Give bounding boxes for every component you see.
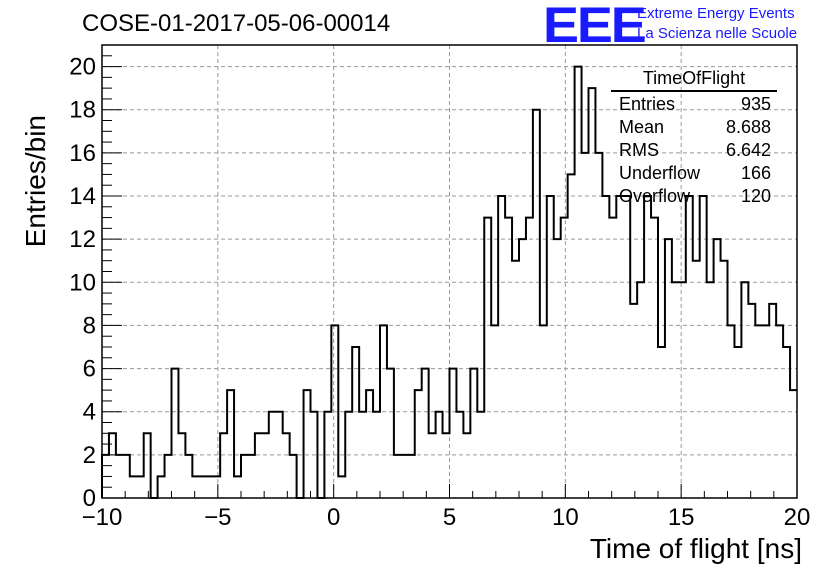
tick-labels: −10 −5 0 5 10 15 20 0 2 4 6 8 10 12 14 16 18 20 xyxy=(69,54,810,531)
y-tick-label: 10 xyxy=(69,269,96,296)
stats-value: 8.688 xyxy=(725,117,771,137)
stats-row-mean: Mean 8.688 xyxy=(611,115,777,138)
x-axis-label: Time of flight [ns] xyxy=(589,533,802,564)
stats-row-overflow: Overflow 120 xyxy=(611,184,777,207)
x-tick-label: −10 xyxy=(82,504,123,531)
stats-label: Overflow xyxy=(619,186,691,206)
x-tick-label: 10 xyxy=(552,504,579,531)
stats-label: Entries xyxy=(619,94,676,114)
y-tick-label: 16 xyxy=(69,140,96,167)
stats-value: 935 xyxy=(740,94,771,114)
stats-row-entries: Entries 935 xyxy=(611,92,777,115)
x-tick-label: 20 xyxy=(784,504,811,531)
x-tick-label: 15 xyxy=(668,504,695,531)
stats-box: TimeOfFlight Entries 935 Mean 8.688 RMS … xyxy=(611,68,777,207)
stats-value: 120 xyxy=(740,186,771,206)
eee-logo: EEE xyxy=(543,0,647,53)
y-tick-label: 12 xyxy=(69,226,96,253)
run-title: COSE-01-2017-05-06-00014 xyxy=(82,10,391,37)
histogram-series xyxy=(101,65,797,499)
y-tick-label: 14 xyxy=(69,183,96,210)
stats-value: 6.642 xyxy=(725,140,771,160)
y-tick-label: 6 xyxy=(83,356,96,383)
y-tick-label: 20 xyxy=(69,54,96,81)
y-tick-label: 0 xyxy=(83,485,96,512)
stats-label: RMS xyxy=(619,140,659,160)
y-axis-label: Entries/bin xyxy=(20,115,51,248)
y-tick-label: 2 xyxy=(83,442,96,469)
stats-row-underflow: Underflow 166 xyxy=(611,161,777,184)
x-tick-label: 0 xyxy=(327,504,340,531)
eee-logo-line-2: La Scienza nelle Scuole xyxy=(637,25,798,42)
stats-value: 166 xyxy=(740,163,771,183)
axis-ticks xyxy=(101,44,798,499)
stats-title: TimeOfFlight xyxy=(611,68,777,92)
y-tick-label: 4 xyxy=(83,399,96,426)
stats-label: Underflow xyxy=(619,163,701,183)
stats-row-rms: RMS 6.642 xyxy=(611,138,777,161)
y-tick-label: 8 xyxy=(83,312,96,339)
y-tick-label: 18 xyxy=(69,97,96,124)
eee-logo-line-1: Extreme Energy Events xyxy=(637,5,795,22)
grid-lines xyxy=(102,45,797,498)
stats-label: Mean xyxy=(619,117,665,137)
x-tick-label: −5 xyxy=(204,504,231,531)
x-tick-label: 5 xyxy=(443,504,456,531)
